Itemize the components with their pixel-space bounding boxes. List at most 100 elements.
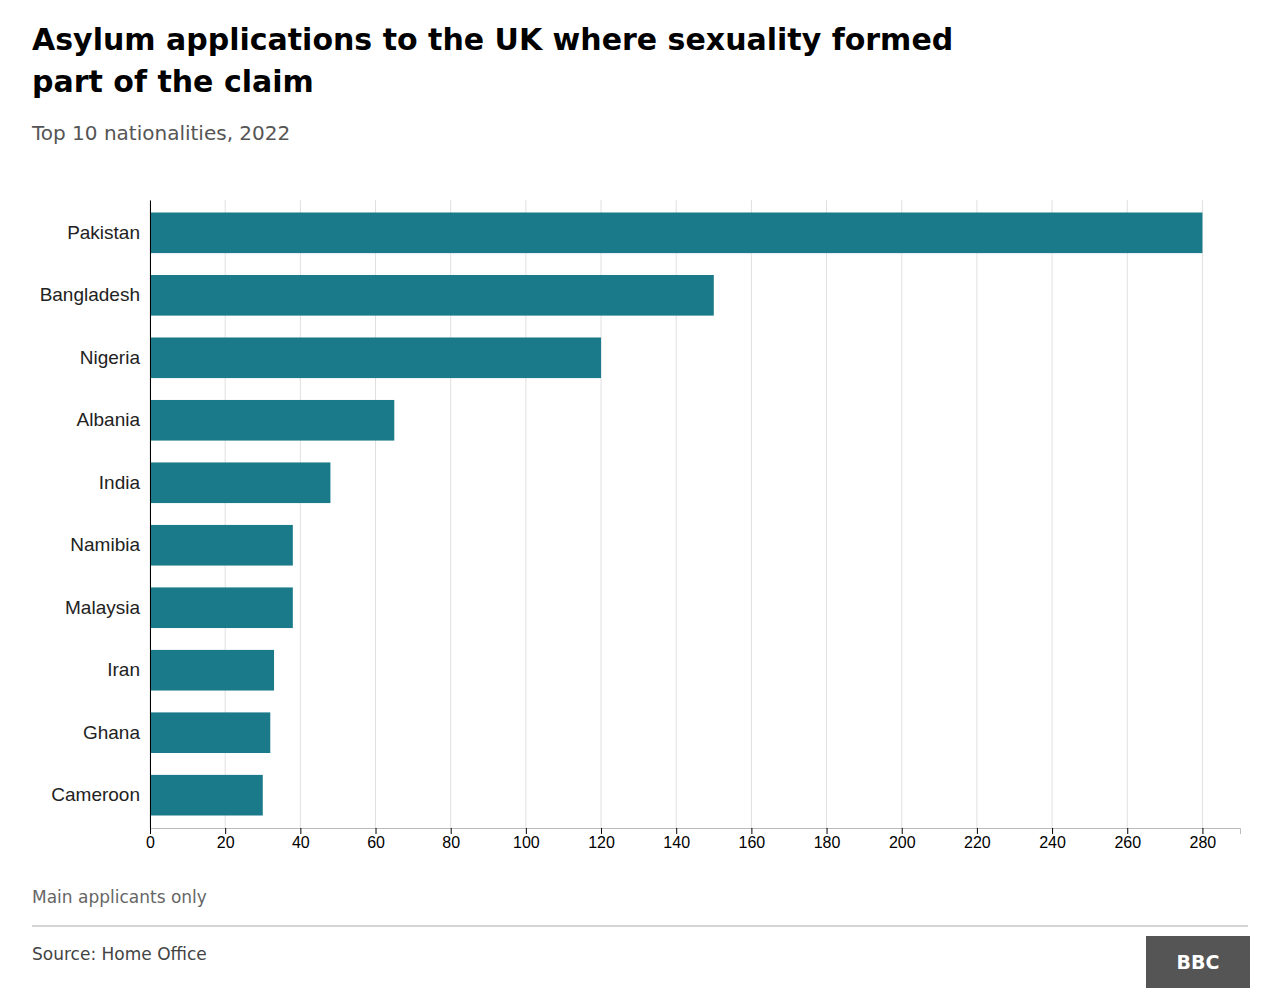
bar [150, 712, 270, 753]
tick: 20 [217, 828, 235, 851]
tick: Ghana [83, 722, 140, 743]
tick-label: Cameroon [51, 784, 140, 805]
tick: 100 [513, 828, 540, 851]
tick-mark [751, 828, 752, 834]
tick: Albania [77, 409, 141, 430]
grid-line [826, 200, 827, 828]
tick-mark [827, 828, 828, 834]
grid-line [751, 200, 752, 828]
tick-label: Ghana [83, 722, 140, 743]
background [0, 0, 1280, 998]
bar [150, 275, 714, 316]
tick-label: Namibia [70, 534, 140, 555]
tick-label: 180 [814, 834, 841, 851]
tick: India [99, 472, 141, 493]
plot: 0 20 40 60 80 100 120 140 160 180 200 220 240 260 280 P… [40, 200, 1241, 851]
tick-label: 20 [217, 834, 235, 851]
grid-line [976, 200, 977, 828]
bar [150, 462, 330, 503]
tick: Bangladesh [40, 284, 140, 305]
tick-label: 280 [1190, 834, 1217, 851]
tick-mark [225, 828, 226, 834]
tick-label: 200 [889, 834, 916, 851]
bar [150, 525, 293, 566]
tick-label: 80 [442, 834, 460, 851]
tick-label: Malaysia [65, 597, 140, 618]
title: Asylum applications to the UK where sexu… [32, 22, 953, 57]
tick-mark [676, 828, 677, 834]
tick: Nigeria [80, 347, 141, 368]
tick: 40 [292, 828, 310, 851]
logo: BBC [1177, 951, 1220, 973]
tick: 260 [1114, 828, 1141, 851]
bar [150, 650, 274, 691]
tick-mark [526, 828, 527, 834]
bar [150, 775, 263, 816]
logo-box [1146, 936, 1250, 988]
grid-line [1202, 200, 1203, 828]
tick-label: 0 [146, 834, 155, 851]
separator [32, 926, 1248, 927]
tick-mark [300, 828, 301, 834]
grid-line [1127, 200, 1128, 828]
y-axis: Pakistan Bangladesh Nigeria Albania India Nam… [40, 201, 151, 829]
tick-label: 240 [1039, 834, 1066, 851]
bar [150, 337, 601, 378]
subtitle: Top 10 nationalities, 2022 [31, 121, 290, 145]
source: Source: Home Office [32, 944, 207, 964]
x-axis: 0 20 40 60 80 100 120 140 160 180 200 220 240 260 280 [146, 828, 1240, 851]
axis-line [151, 829, 1241, 835]
tick-label: India [99, 472, 141, 493]
tick: Iran [107, 659, 140, 680]
tick: Pakistan [67, 222, 140, 243]
tick: 80 [442, 828, 460, 851]
bar [150, 212, 1202, 253]
tick-label: Albania [77, 409, 141, 430]
tick: Cameroon [51, 784, 140, 805]
tick-label: 60 [367, 834, 385, 851]
tick: 200 [889, 828, 916, 851]
tick: 160 [739, 828, 766, 851]
tick-label: 220 [964, 834, 991, 851]
bar [150, 587, 293, 628]
tick-label: 140 [663, 834, 690, 851]
tick-label: Iran [107, 659, 140, 680]
tick-label: 120 [588, 834, 615, 851]
tick-label: 260 [1114, 834, 1141, 851]
tick: 280 [1190, 828, 1217, 851]
tick: 60 [367, 828, 385, 851]
chart: Asylum applications to the UK where sexu… [0, 0, 1280, 998]
tick-label: 100 [513, 834, 540, 851]
tick-mark [451, 828, 452, 834]
tick: Namibia [70, 534, 140, 555]
bars [150, 212, 1202, 815]
grid-line [1052, 200, 1053, 828]
tick: 140 [663, 828, 690, 851]
grid-line [150, 200, 151, 828]
tick-label: Bangladesh [40, 284, 140, 305]
footer-note: Main applicants only [32, 887, 207, 907]
tick-mark [1202, 828, 1203, 834]
tick-mark [1052, 828, 1053, 834]
tick: 220 [964, 828, 991, 851]
tick: 120 [588, 828, 615, 851]
grid [150, 200, 1202, 828]
tick: 180 [814, 828, 841, 851]
tick-mark [902, 828, 903, 834]
tick: 240 [1039, 828, 1066, 851]
tick: 0 [146, 828, 155, 851]
axis-line [150, 201, 151, 829]
title: part of the claim [32, 64, 314, 99]
tick-label: 160 [739, 834, 766, 851]
tick-mark [977, 828, 978, 834]
tick-mark [1127, 828, 1128, 834]
tick: Malaysia [65, 597, 140, 618]
bar [150, 400, 394, 441]
tick-label: Pakistan [67, 222, 140, 243]
grid-line [901, 200, 902, 828]
tick-mark [601, 828, 602, 834]
tick-label: 40 [292, 834, 310, 851]
tick-label: Nigeria [80, 347, 141, 368]
tick-mark [150, 828, 151, 834]
tick-mark [376, 828, 377, 834]
